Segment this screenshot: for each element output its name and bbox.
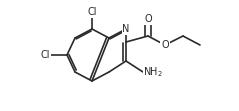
Text: Cl: Cl [40, 50, 50, 60]
Text: Cl: Cl [87, 7, 97, 17]
Text: O: O [144, 14, 152, 24]
Text: O: O [161, 40, 169, 50]
Text: N: N [122, 24, 130, 34]
Text: NH$_2$: NH$_2$ [143, 65, 163, 79]
